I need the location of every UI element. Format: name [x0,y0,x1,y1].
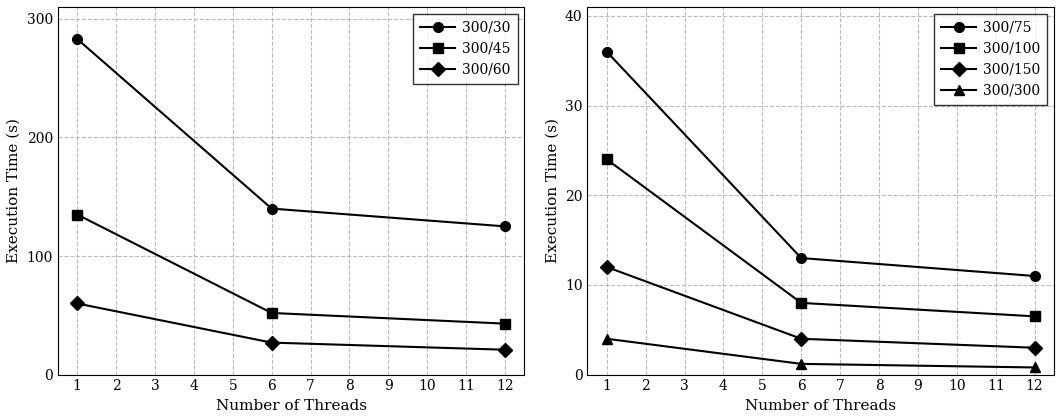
300/100 [795,300,807,305]
Line: 300/60: 300/60 [72,299,510,354]
Line: 300/300: 300/300 [602,334,1040,372]
Line: 300/30: 300/30 [72,34,510,231]
300/45 [265,310,278,315]
Line: 300/75: 300/75 [602,47,1040,281]
300/60 [265,340,278,345]
Line: 300/45: 300/45 [72,210,510,328]
300/300 [601,336,613,341]
300/100 [1028,314,1041,319]
300/150 [1028,345,1041,350]
Line: 300/150: 300/150 [602,262,1040,353]
300/30 [265,206,278,211]
Legend: 300/30, 300/45, 300/60: 300/30, 300/45, 300/60 [414,14,518,84]
300/30 [499,224,511,229]
300/300 [1028,365,1041,370]
300/45 [71,212,84,217]
300/75 [795,255,807,260]
300/100 [601,157,613,162]
Y-axis label: Execution Time (s): Execution Time (s) [545,118,559,263]
300/150 [795,336,807,341]
300/150 [601,265,613,270]
300/300 [795,361,807,366]
300/60 [499,347,511,352]
Y-axis label: Execution Time (s): Execution Time (s) [7,118,21,263]
X-axis label: Number of Threads: Number of Threads [215,399,367,413]
Line: 300/100: 300/100 [602,155,1040,321]
300/75 [1028,273,1041,278]
X-axis label: Number of Threads: Number of Threads [745,399,897,413]
300/60 [71,301,84,306]
300/75 [601,49,613,54]
300/45 [499,321,511,326]
Legend: 300/75, 300/100, 300/150, 300/300: 300/75, 300/100, 300/150, 300/300 [935,14,1047,105]
300/30 [71,37,84,42]
